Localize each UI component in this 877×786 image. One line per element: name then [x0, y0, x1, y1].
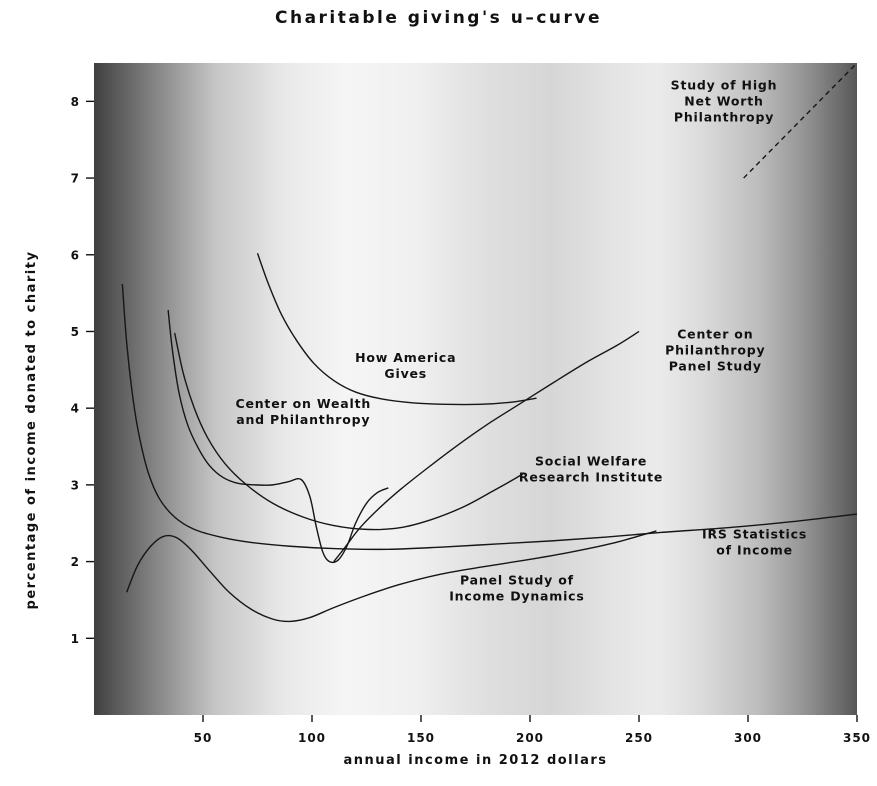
x-tick-label: 350: [843, 731, 871, 745]
y-tick-label: 5: [71, 325, 80, 339]
x-tick-label: 250: [625, 731, 653, 745]
x-tick-label: 300: [734, 731, 762, 745]
x-tick-label: 50: [194, 731, 213, 745]
x-tick-label: 150: [407, 731, 435, 745]
chart-title: Charitable giving's u–curve: [275, 8, 602, 28]
x-tick-label: 100: [298, 731, 326, 745]
annotation-how-america-gives: How America Gives: [355, 350, 456, 381]
annotation-study-of-high-net-worth-philanthropy: Study of High Net Worth Philanthropy: [671, 77, 778, 124]
annotation-social-welfare-research-institute: Social Welfare Research Institute: [519, 454, 663, 485]
y-tick-label: 7: [71, 172, 80, 186]
y-tick-label: 8: [71, 95, 80, 109]
curve-irs-statistics-of-income: [121, 283, 858, 551]
annotation-irs-statistics-of-income: IRS Statistics of Income: [702, 526, 807, 557]
y-axis-label: percentage of income donated to charity: [24, 250, 39, 610]
annotation-center-on-philanthropy-panel-study: Center on Philanthropy Panel Study: [665, 327, 765, 374]
curve-center-on-philanthropy-panel-study: [333, 330, 640, 563]
plot-background-gradient: [94, 63, 857, 715]
annotation-panel-study-of-income-dynamics: Panel Study of Income Dynamics: [449, 572, 584, 603]
y-tick-label: 4: [71, 402, 80, 416]
x-axis-label: annual income in 2012 dollars: [343, 753, 608, 768]
curve-center-on-wealth-and-philanthropy: [167, 309, 389, 564]
y-tick-label: 6: [71, 248, 80, 262]
x-tick-label: 200: [516, 731, 544, 745]
curve-how-america-gives: [256, 252, 537, 406]
annotation-center-on-wealth-and-philanthropy: Center on Wealth and Philanthropy: [235, 396, 371, 427]
curve-panel-study-of-income-dynamics: [126, 530, 657, 623]
y-tick-label: 1: [71, 632, 80, 646]
curve-social-welfare-research-institute: [173, 332, 524, 531]
y-tick-label: 2: [71, 555, 80, 569]
y-tick-label: 3: [71, 478, 80, 492]
